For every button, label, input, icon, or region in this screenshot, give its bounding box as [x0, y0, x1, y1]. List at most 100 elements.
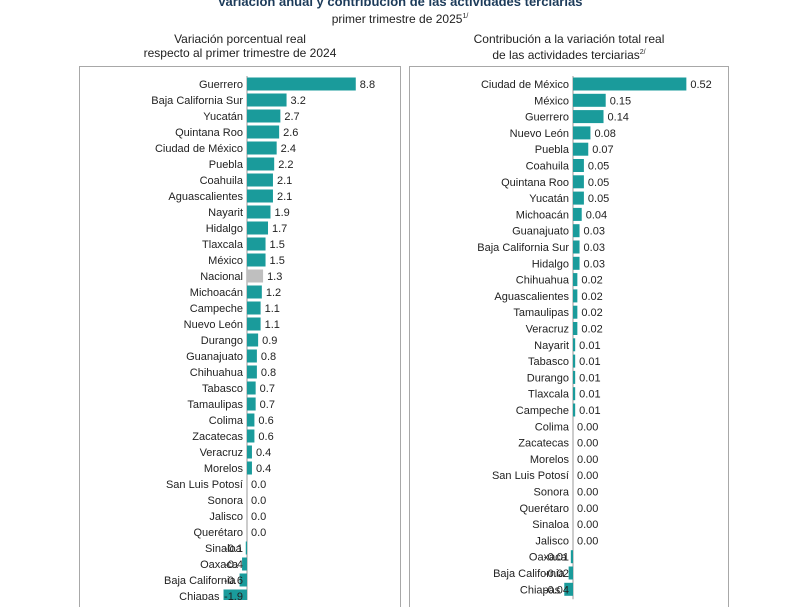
left-category-label: Yucatán — [203, 111, 243, 123]
left-category-label: Guanajuato — [186, 351, 243, 363]
left-value-label: -0.6 — [224, 575, 243, 587]
right-value-label: 0.04 — [586, 209, 607, 221]
left-value-label: 0.6 — [258, 415, 273, 427]
right-category-label: Sinaloa — [532, 519, 570, 531]
left-value-label: 0.4 — [256, 447, 271, 459]
left-category-label: Sinaloa — [205, 543, 243, 555]
left-bar — [247, 301, 261, 315]
left-bar — [247, 269, 264, 283]
left-bar — [245, 541, 247, 555]
left-value-label: 1.2 — [266, 287, 281, 299]
right-category-label: Jalisco — [535, 535, 569, 547]
right-bar — [573, 322, 578, 335]
right-value-label: 0.00 — [577, 454, 598, 466]
right-category-label: Veracruz — [526, 324, 569, 336]
left-category-label: Baja California — [164, 575, 236, 587]
right-value-label: 0.03 — [584, 258, 605, 270]
left-bar — [247, 141, 277, 155]
left-bar — [247, 221, 269, 235]
right-value-label: 0.03 — [584, 226, 605, 238]
right-bar — [573, 159, 584, 172]
right-bar — [573, 354, 576, 368]
left-bar — [247, 461, 252, 475]
left-category-label: Chiapas — [179, 591, 220, 600]
left-category-label: Campeche — [190, 303, 243, 315]
left-category-label: Michoacán — [190, 287, 243, 299]
left-bar — [242, 557, 247, 571]
right-category-label: Hidalgo — [532, 258, 569, 270]
right-bar — [573, 256, 580, 270]
left-category-label: México — [208, 255, 243, 267]
right-bar — [573, 126, 591, 140]
subtitle-text: primer trimestre de 2025 — [331, 12, 463, 26]
right-category-label: Chihuahua — [516, 275, 570, 287]
left-category-label: Morelos — [204, 463, 244, 475]
left-category-label: Nacional — [200, 271, 243, 283]
left-category-label: Sonora — [208, 495, 244, 507]
left-category-label: Aguascalientes — [168, 191, 243, 203]
left-panel-title: Variación porcentual real respecto al pr… — [80, 32, 400, 60]
left-value-label: 2.1 — [277, 191, 292, 203]
right-bar — [573, 77, 687, 91]
left-value-label: 2.7 — [284, 111, 299, 123]
right-value-label: 0.00 — [577, 487, 598, 499]
right-value-label: 0.00 — [577, 421, 598, 433]
left-value-label: 0.6 — [258, 431, 273, 443]
right-category-label: Guerrero — [525, 112, 569, 124]
left-value-label: 0.8 — [261, 351, 276, 363]
right-category-label: Chiapas — [520, 584, 561, 596]
right-panel-title-line-2: de las actividades terciarias2/ — [410, 46, 728, 62]
left-value-label: 2.4 — [281, 143, 296, 155]
left-bar — [247, 429, 255, 443]
right-category-label: Sonora — [534, 487, 570, 499]
left-bar — [247, 349, 257, 363]
right-value-label: 0.15 — [610, 95, 631, 107]
right-value-label: 0.05 — [588, 193, 609, 205]
right-value-label: 0.00 — [577, 503, 598, 515]
left-category-label: Tlaxcala — [202, 239, 244, 251]
left-value-label: 3.2 — [291, 95, 306, 107]
left-category-label: Baja California Sur — [151, 95, 243, 107]
left-category-label: Nayarit — [208, 207, 243, 219]
right-value-label: 0.00 — [577, 535, 598, 547]
right-category-label: México — [534, 95, 569, 107]
right-panel-title-line-1: Contribución a la variación total real — [473, 32, 665, 46]
left-category-label: Puebla — [209, 159, 244, 171]
left-value-label: 0.0 — [251, 495, 266, 507]
left-value-label: 1.9 — [274, 207, 289, 219]
left-category-label: Oaxaca — [200, 559, 239, 571]
left-bar — [247, 205, 271, 219]
left-value-label: 1.1 — [265, 303, 280, 315]
left-bar — [247, 365, 257, 379]
right-value-label: -0.04 — [544, 584, 569, 596]
right-category-label: Querétaro — [519, 503, 569, 515]
left-value-label: 1.5 — [270, 239, 285, 251]
left-category-label: Quintana Roo — [175, 127, 243, 139]
right-bar — [573, 387, 576, 401]
right-category-label: Tlaxcala — [528, 389, 570, 401]
right-panel-title-line-2-text: de las actividades terciarias — [492, 48, 640, 62]
right-category-label: Guanajuato — [512, 226, 569, 238]
right-category-label: Aguascalientes — [494, 291, 569, 303]
left-bar — [247, 253, 266, 267]
right-category-label: Baja California Sur — [477, 242, 569, 254]
right-value-label: 0.52 — [690, 79, 711, 91]
right-category-label: Tamaulipas — [513, 307, 569, 319]
right-category-label: Michoacán — [516, 209, 569, 221]
right-value-label: 0.14 — [608, 112, 629, 124]
left-bar — [247, 445, 252, 459]
left-value-label: 1.1 — [265, 319, 280, 331]
right-bar — [568, 566, 573, 580]
left-bar — [247, 77, 356, 91]
right-category-label: Campeche — [516, 405, 569, 417]
right-value-label: 0.02 — [581, 307, 602, 319]
left-value-label: 8.8 — [360, 79, 375, 91]
right-bar — [573, 403, 576, 417]
left-bar — [239, 573, 247, 587]
right-category-label: Coahuila — [526, 161, 570, 173]
left-bar — [247, 317, 261, 331]
left-bar — [247, 93, 287, 107]
left-value-label: -0.1 — [224, 543, 243, 555]
right-value-label: 0.05 — [588, 161, 609, 173]
left-category-label: Durango — [201, 335, 243, 347]
